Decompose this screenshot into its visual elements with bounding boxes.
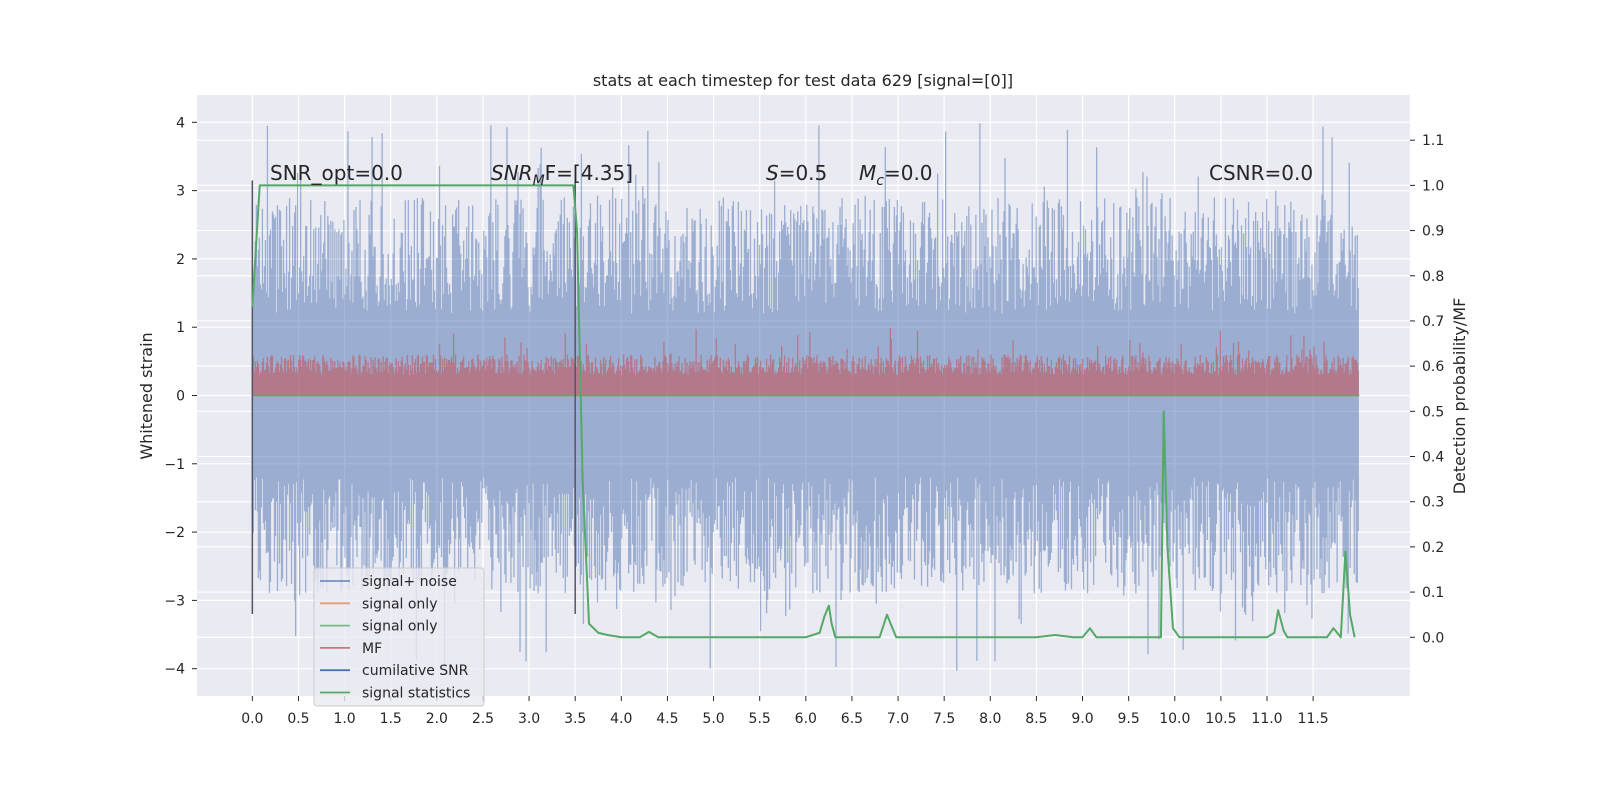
x-tick-label: 5.0 <box>702 711 724 727</box>
x-tick-label: 3.0 <box>518 711 540 727</box>
y-tick-label: 4 <box>176 115 185 131</box>
x-tick-label: 1.0 <box>333 711 355 727</box>
y-tick-label: 1 <box>176 320 185 336</box>
x-tick-label: 8.0 <box>979 711 1001 727</box>
y-tick-label: −1 <box>164 457 185 473</box>
x-tick-label: 10.0 <box>1159 711 1190 727</box>
legend: signal+ noise signal only signal only MF cum… <box>313 567 485 707</box>
x-tick-label: 8.5 <box>1025 711 1047 727</box>
legend-label: signal only <box>362 619 437 635</box>
y2-tick-label: 1.0 <box>1422 178 1444 194</box>
y2-axis-label: Detection probability/MF <box>1450 298 1469 495</box>
x-tick-label: 6.5 <box>841 711 863 727</box>
x-tick-label: 7.0 <box>887 711 909 727</box>
y-tick-label: 2 <box>176 252 185 268</box>
vertical-lines <box>251 180 576 615</box>
y2-tick-label: 0.6 <box>1422 359 1444 375</box>
y2-tick-label: 0.9 <box>1422 224 1444 240</box>
x-tick-label: 11.5 <box>1298 711 1329 727</box>
y2-tick-label: 1.1 <box>1422 133 1444 149</box>
x-tick-label: 0.0 <box>241 711 263 727</box>
annotation-snr-opt: SNR_opt=0.0 <box>270 161 403 185</box>
x-tick-label: 2.5 <box>472 711 494 727</box>
x-axis: 0.0 0.5 1.0 1.5 2.0 2.5 3.0 3.5 4.0 4.5 5.0 5.5 6.0 6… <box>241 696 1329 727</box>
x-tick-label: 4.0 <box>610 711 632 727</box>
y-tick-label: −2 <box>164 525 185 541</box>
x-tick-label: 11.0 <box>1251 711 1282 727</box>
y-tick-label: −4 <box>164 662 185 678</box>
x-tick-label: 9.0 <box>1071 711 1093 727</box>
signal-statistics-line <box>251 184 1356 639</box>
y2-tick-label: 0.3 <box>1422 495 1444 511</box>
x-tick-label: 7.5 <box>933 711 955 727</box>
legend-label: signal only <box>362 596 437 612</box>
annotation-mc: Mc=0.0 <box>859 161 933 189</box>
y2-axis: 1.1 1.0 0.9 0.8 0.7 0.6 0.5 0.4 0.3 0.2 0.1 0.0 <box>1410 133 1444 646</box>
y-tick-label: −3 <box>164 593 185 609</box>
annotation-s: S=0.5 <box>766 161 827 185</box>
legend-box <box>313 567 485 707</box>
x-tick-label: 6.0 <box>795 711 817 727</box>
x-tick-label: 4.5 <box>656 711 678 727</box>
annotation-snr-mf: SNRMF=[4.35] <box>491 161 633 189</box>
annotation-csnr: CSNR=0.0 <box>1209 161 1313 185</box>
x-tick-label: 3.5 <box>564 711 586 727</box>
y2-tick-label: 0.4 <box>1422 450 1444 466</box>
x-tick-label: 9.5 <box>1118 711 1140 727</box>
y-tick-label: 0 <box>176 389 185 405</box>
x-tick-label: 0.5 <box>287 711 309 727</box>
y-tick-label: 3 <box>176 184 185 200</box>
chart-title: stats at each timestep for test data 629… <box>593 71 1013 90</box>
y-axis: 4 3 2 1 0 −1 −2 −3 −4 <box>164 115 197 678</box>
y-axis-label: Whitened strain <box>137 332 156 459</box>
legend-label: cumilative SNR <box>362 663 469 679</box>
x-tick-label: 2.0 <box>426 711 448 727</box>
signal-statistics-path <box>251 184 1356 639</box>
x-tick-label: 5.5 <box>749 711 771 727</box>
y2-tick-label: 0.7 <box>1422 314 1444 330</box>
y2-tick-label: 0.1 <box>1422 585 1444 601</box>
legend-label: signal statistics <box>362 686 470 702</box>
x-tick-label: 10.5 <box>1205 711 1236 727</box>
y2-tick-label: 0.0 <box>1422 630 1444 646</box>
y2-tick-label: 0.2 <box>1422 540 1444 556</box>
legend-label: signal+ noise <box>362 574 457 590</box>
legend-label: MF <box>362 641 382 657</box>
y2-tick-label: 0.8 <box>1422 269 1444 285</box>
x-tick-label: 1.5 <box>380 711 402 727</box>
y2-tick-label: 0.5 <box>1422 404 1444 420</box>
